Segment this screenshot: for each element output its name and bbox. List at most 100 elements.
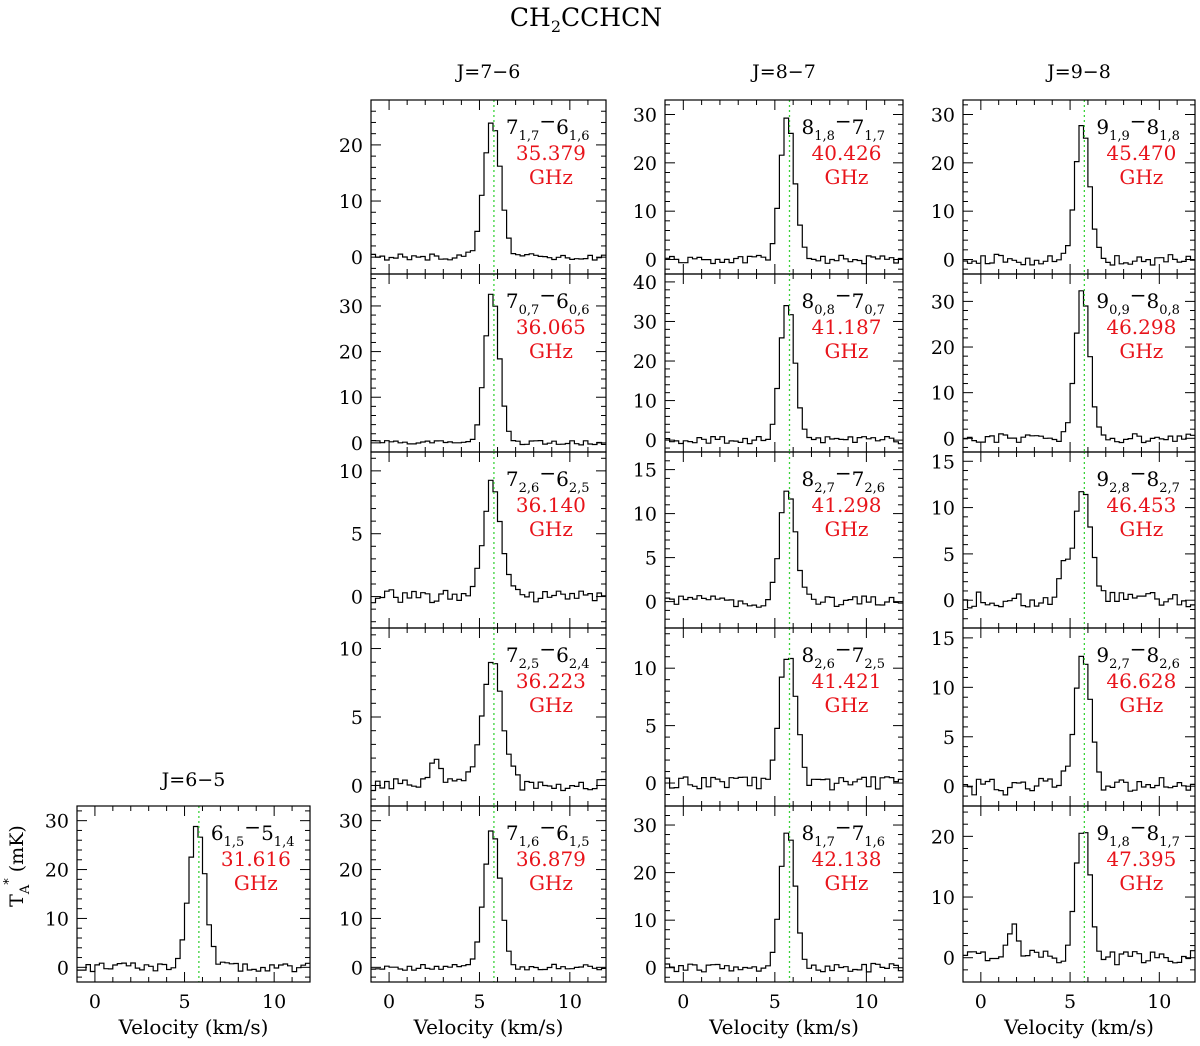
y-tick-label: 10	[339, 908, 363, 930]
frequency-unit: GHz	[825, 693, 869, 717]
frequency-label: 46.453	[1106, 493, 1176, 517]
frequency-label: 45.470	[1106, 141, 1176, 165]
y-tick-label: 0	[351, 247, 363, 269]
y-tick-label: 0	[943, 250, 955, 272]
frequency-unit: GHz	[1119, 517, 1163, 541]
y-tick-label: 10	[633, 391, 657, 413]
x-axis-label: Velocity (km/s)	[118, 1015, 269, 1039]
frequency-unit: GHz	[529, 517, 573, 541]
y-tick-label: 10	[339, 461, 363, 483]
transition-label: 70,7−60,6	[506, 283, 590, 318]
panel-frame	[962, 805, 1196, 983]
frequency-label: 47.395	[1106, 847, 1176, 871]
y-tick-label: 30	[339, 811, 363, 833]
x-tick-label: 5	[473, 991, 485, 1013]
transition-label: 81,8−71,7	[801, 109, 885, 144]
y-tick-label: 20	[339, 135, 363, 157]
x-tick-label: 5	[178, 991, 190, 1013]
y-tick-label: 30	[633, 311, 657, 333]
y-tick-label: 5	[351, 524, 363, 546]
y-tick-label: 0	[351, 587, 363, 609]
y-tick-label: 10	[339, 191, 363, 213]
y-tick-label: 20	[339, 342, 363, 364]
y-tick-label: 0	[943, 776, 955, 798]
y-tick-label: 30	[45, 811, 69, 833]
y-tick-label: 0	[943, 948, 955, 970]
y-tick-label: 10	[339, 639, 363, 661]
frequency-unit: GHz	[1119, 165, 1163, 189]
transition-label: 90,9−80,8	[1096, 283, 1180, 318]
panel-frame	[962, 627, 1196, 807]
spectrum-trace	[963, 655, 1195, 796]
spectrum-trace	[371, 479, 606, 604]
spectrum-trace	[665, 490, 903, 608]
y-tick-label: 5	[943, 727, 955, 749]
figure-title: CH2CCHCN	[510, 3, 662, 36]
y-tick-label: 0	[645, 250, 657, 272]
y-tick-label: 30	[931, 291, 955, 313]
column-label: J=7−6	[455, 61, 521, 83]
transition-label: 82,6−72,5	[801, 637, 885, 672]
y-tick-label: 10	[931, 201, 955, 223]
transition-label: 92,8−82,7	[1096, 461, 1180, 496]
x-axis-labels: Velocity (km/s) Velocity (km/s) Velocity (…	[118, 1015, 1154, 1039]
y-tick-label: 20	[633, 351, 657, 373]
y-tick-label: 20	[931, 826, 955, 848]
transition-label: 81,7−71,6	[801, 815, 885, 850]
x-tick-label: 0	[975, 991, 987, 1013]
spectrum-trace	[77, 825, 310, 973]
frequency-unit: GHz	[234, 871, 278, 895]
transition-label: 91,9−81,8	[1096, 109, 1180, 144]
frequency-unit: GHz	[529, 165, 573, 189]
y-tick-label: 20	[633, 153, 657, 175]
frequency-label: 42.138	[812, 847, 882, 871]
frequency-label: 36.065	[516, 315, 586, 339]
transition-label: 72,5−62,4	[506, 637, 590, 672]
y-tick-label: 10	[931, 498, 955, 520]
frequency-unit: GHz	[825, 871, 869, 895]
y-tick-label: 15	[931, 451, 955, 473]
frequency-label: 40.426	[812, 141, 882, 165]
frequency-label: 41.187	[812, 315, 882, 339]
frequency-label: 36.223	[516, 669, 586, 693]
y-tick-label: 15	[633, 460, 657, 482]
column-label: J=9−8	[1045, 61, 1111, 83]
y-tick-label: 0	[351, 775, 363, 797]
transition-label: 82,7−72,6	[801, 461, 885, 496]
y-tick-label: 10	[339, 387, 363, 409]
x-tick-label: 5	[1064, 991, 1076, 1013]
y-tick-label: 20	[339, 860, 363, 882]
y-tick-label: 40	[633, 272, 657, 294]
x-axis-label: Velocity (km/s)	[708, 1015, 859, 1039]
frequency-unit: GHz	[825, 517, 869, 541]
transition-label: 71,6−61,5	[506, 815, 590, 850]
frequency-unit: GHz	[825, 165, 869, 189]
y-tick-label: 0	[351, 433, 363, 455]
frequency-label: 46.298	[1106, 315, 1176, 339]
y-tick-label: 0	[351, 957, 363, 979]
spectrum-trace	[665, 305, 903, 445]
frequency-unit: GHz	[1119, 339, 1163, 363]
y-tick-label: 0	[645, 430, 657, 452]
spectrum-trace	[665, 657, 903, 791]
y-tick-label: 30	[931, 105, 955, 127]
y-tick-label: 10	[931, 677, 955, 699]
panel-frame	[370, 627, 607, 807]
y-tick-label: 10	[633, 910, 657, 932]
frequency-label: 36.879	[516, 847, 586, 871]
y-tick-label: 0	[645, 773, 657, 795]
frequency-label: 31.616	[221, 847, 291, 871]
y-tick-label: 0	[943, 428, 955, 450]
spectrum-trace	[371, 293, 606, 446]
spectrum-trace	[963, 125, 1195, 266]
y-tick-label: 5	[645, 548, 657, 570]
column-label: J=6−5	[160, 769, 226, 791]
